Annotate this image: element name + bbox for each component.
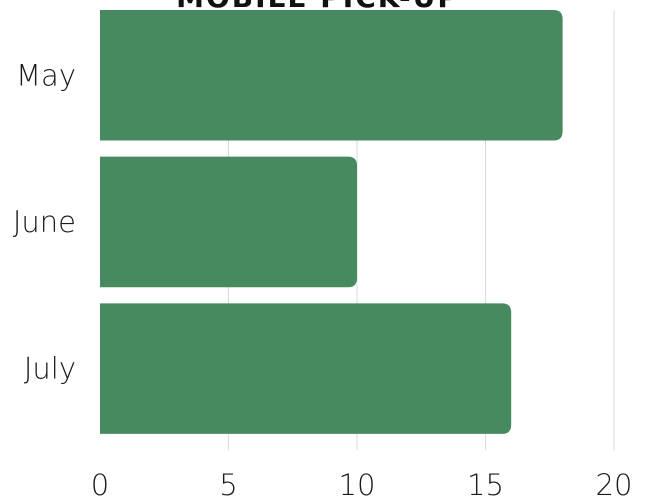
x-tick-label-2: 10: [339, 468, 376, 500]
x-tick-label-4: 20: [596, 468, 633, 500]
bar-july: [100, 303, 512, 434]
bar-june: [100, 156, 357, 288]
x-tick-label-1: 5: [219, 468, 237, 500]
x-axis-ticks: 0 5 10 15 20: [91, 468, 633, 500]
category-label-june: June: [13, 205, 76, 239]
bar-may: [100, 10, 563, 141]
category-label-july: July: [24, 352, 76, 386]
bars: [100, 10, 563, 434]
category-labels: May June July: [13, 58, 76, 385]
category-label-may: May: [16, 58, 76, 92]
chart-title: MOBILE PICK-UP: [176, 0, 460, 14]
x-tick-label-0: 0: [91, 468, 109, 500]
x-tick-label-3: 15: [467, 468, 504, 500]
